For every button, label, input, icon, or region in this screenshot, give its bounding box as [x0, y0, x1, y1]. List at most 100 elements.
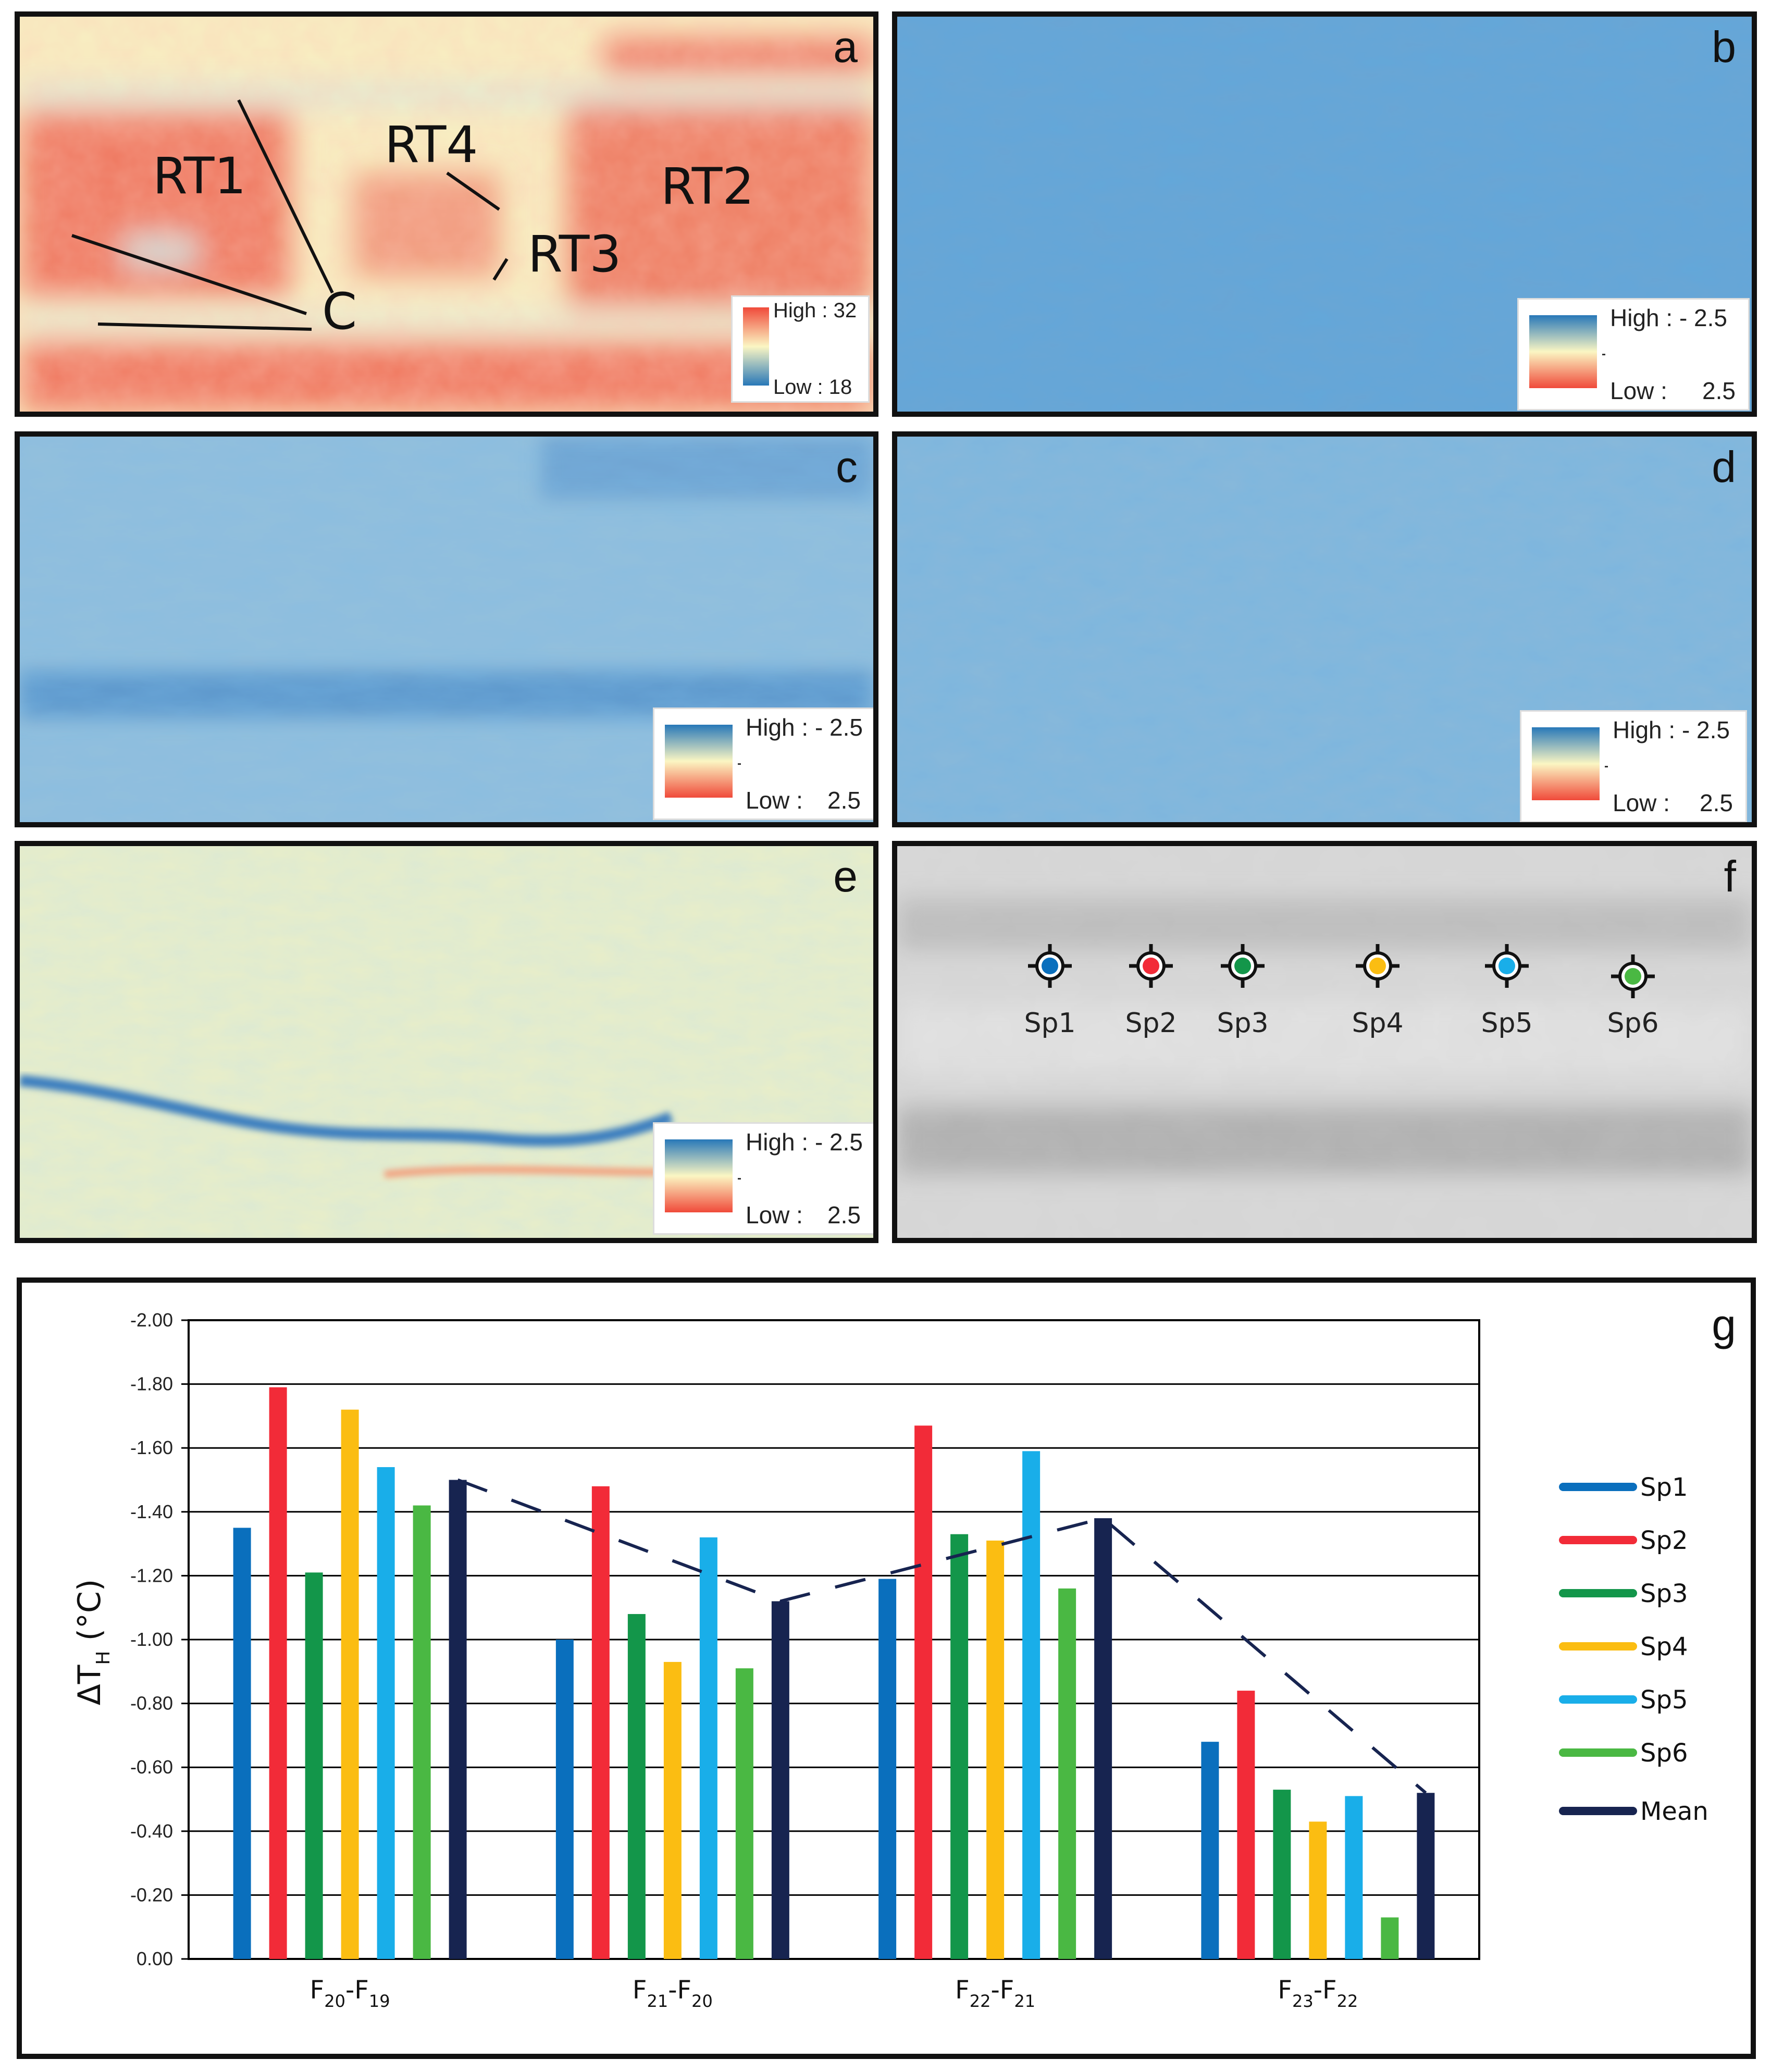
- bar-sp1: [878, 1579, 897, 1959]
- y-tick-label: -1.40: [130, 1501, 173, 1522]
- sample-point-label: Sp3: [1217, 1008, 1269, 1039]
- marker-dot: [1143, 958, 1159, 974]
- bar-sp1: [555, 1640, 574, 1959]
- panel-f: f Sp1 Sp2 Sp3 Sp4 Sp5 Sp6: [892, 841, 1757, 1243]
- bar-sp3: [950, 1534, 969, 1959]
- panel-letter-c: c: [836, 442, 858, 491]
- legend-high-label: High : - 2.5: [1610, 304, 1727, 331]
- legend-high-label: High : - 2.5: [746, 1128, 863, 1156]
- bar-sp5: [1345, 1796, 1363, 1959]
- legend-label: Sp1: [1640, 1473, 1688, 1502]
- marker-dot: [1042, 958, 1058, 974]
- legend-b: High : - 2.5 Low : 2.5: [1517, 298, 1750, 411]
- legend-high-label: High : - 2.5: [746, 714, 863, 741]
- y-axis-label: ΔTH (°C): [71, 1579, 114, 1706]
- panel-letter-a: a: [833, 22, 858, 71]
- plot-frame: [188, 1319, 1480, 1960]
- bar-sp3: [627, 1614, 646, 1959]
- x-category-label: F23-F22: [1278, 1976, 1358, 2011]
- bar-sp4: [986, 1540, 1005, 1959]
- bar-sp4: [341, 1409, 359, 1959]
- panel-letter-g: g: [1712, 1300, 1736, 1349]
- marker-dot: [1625, 968, 1641, 985]
- sample-point-label: Sp6: [1607, 1008, 1659, 1039]
- color-ramp: [1529, 315, 1597, 388]
- color-ramp: [665, 1139, 733, 1212]
- x-category-label: F22-F21: [955, 1976, 1035, 2011]
- legend-low-value: 2.5: [827, 787, 861, 814]
- marker-dot: [1498, 958, 1515, 974]
- legend-low-label: Low :: [1610, 377, 1667, 404]
- bar-sp1: [1201, 1742, 1219, 1959]
- panel-g: 0.00 -0.20 -0.40 -0.60 -0.80 -1.00 -1.20 -1.40 -…: [17, 1277, 1756, 2059]
- y-tick-label: -0.80: [130, 1693, 173, 1714]
- site-label-c: C: [322, 282, 357, 341]
- legend-c: High : - 2.5 Low : 2.5: [653, 708, 873, 820]
- grayscale-map-f: [897, 846, 1752, 1238]
- marker-dot: [1369, 958, 1386, 974]
- panel-e: e High : - 2.5 Low : 2.5: [15, 841, 878, 1243]
- panel-b: b High : - 2.5 Low : 2.5: [892, 11, 1757, 417]
- sample-point-marker: [1356, 944, 1400, 988]
- site-label-rt1: RT1: [153, 147, 246, 205]
- bar-mean: [1094, 1518, 1112, 1959]
- bar-mean: [1417, 1793, 1435, 1959]
- x-category-label: F21-F20: [633, 1976, 713, 2011]
- sample-point-marker: [1221, 944, 1265, 988]
- bar-sp2: [269, 1387, 287, 1959]
- bar-sp1: [233, 1528, 251, 1959]
- y-tick-label: -1.20: [130, 1565, 173, 1586]
- bar-sp6: [735, 1668, 753, 1959]
- y-tick-label: -1.80: [130, 1373, 173, 1395]
- y-tick-label: 0.00: [137, 1948, 173, 1969]
- legend-low-label: Low :: [746, 787, 803, 814]
- bar-sp2: [1237, 1691, 1255, 1959]
- legend-high-label: High : 32: [773, 299, 857, 322]
- panel-letter-d: d: [1712, 442, 1736, 491]
- sample-point-label: Sp2: [1125, 1008, 1177, 1039]
- bar-sp5: [699, 1537, 717, 1959]
- y-tick-label: -0.60: [130, 1756, 173, 1778]
- bar-sp2: [914, 1425, 933, 1959]
- panel-letter-e: e: [833, 852, 858, 901]
- site-label-rt3: RT3: [528, 225, 622, 283]
- bar-sp6: [413, 1505, 431, 1959]
- bar-mean: [771, 1601, 789, 1959]
- bar-sp4: [663, 1661, 682, 1959]
- legend-low-value: 2.5: [827, 1201, 861, 1229]
- legend-e: High : - 2.5 Low : 2.5: [653, 1122, 873, 1235]
- legend-mid-tick: [738, 763, 741, 765]
- panel-letter-f: f: [1724, 852, 1736, 901]
- y-tick-label: -1.00: [130, 1629, 173, 1650]
- legend-low-label: Low : 18: [773, 376, 852, 399]
- legend-mid-tick: [738, 1178, 741, 1180]
- legend-high-label: High : - 2.5: [1613, 716, 1730, 743]
- panel-letter-b: b: [1712, 22, 1736, 71]
- bar-sp5: [1022, 1451, 1041, 1959]
- sample-point-marker: [1611, 954, 1655, 998]
- panel-a: RT1 RT4 RT2 RT3 C a High : 32 Low : 18: [15, 11, 878, 417]
- bar-sp5: [377, 1467, 395, 1959]
- legend-label: Mean: [1640, 1797, 1708, 1826]
- bar-sp4: [1309, 1821, 1327, 1959]
- sample-point-marker: [1028, 944, 1072, 988]
- sample-point-marker: [1485, 944, 1529, 988]
- bar-sp6: [1381, 1917, 1399, 1959]
- y-tick-label: -1.60: [130, 1437, 173, 1458]
- legend-d: High : - 2.5 Low : 2.5: [1520, 710, 1747, 822]
- sample-point-marker: [1129, 944, 1173, 988]
- legend-label: Sp5: [1640, 1685, 1688, 1715]
- bar-sp2: [591, 1486, 610, 1959]
- legend-label: Sp4: [1640, 1632, 1688, 1661]
- sample-point-label: Sp1: [1024, 1008, 1076, 1039]
- sample-point-markers: [1028, 944, 1655, 998]
- legend-label: Sp6: [1640, 1739, 1688, 1768]
- legend-low-value: 2.5: [1700, 789, 1733, 816]
- x-category-label: F20-F19: [310, 1976, 390, 2011]
- site-label-rt4: RT4: [385, 116, 478, 174]
- legend-low-value: 2.5: [1702, 377, 1736, 404]
- legend-mid-tick: [1602, 354, 1605, 355]
- legend-label: Sp3: [1640, 1579, 1688, 1608]
- bar-chart: 0.00 -0.20 -0.40 -0.60 -0.80 -1.00 -1.20 -1.40 -…: [71, 1300, 1736, 2011]
- bar-sp3: [305, 1572, 323, 1959]
